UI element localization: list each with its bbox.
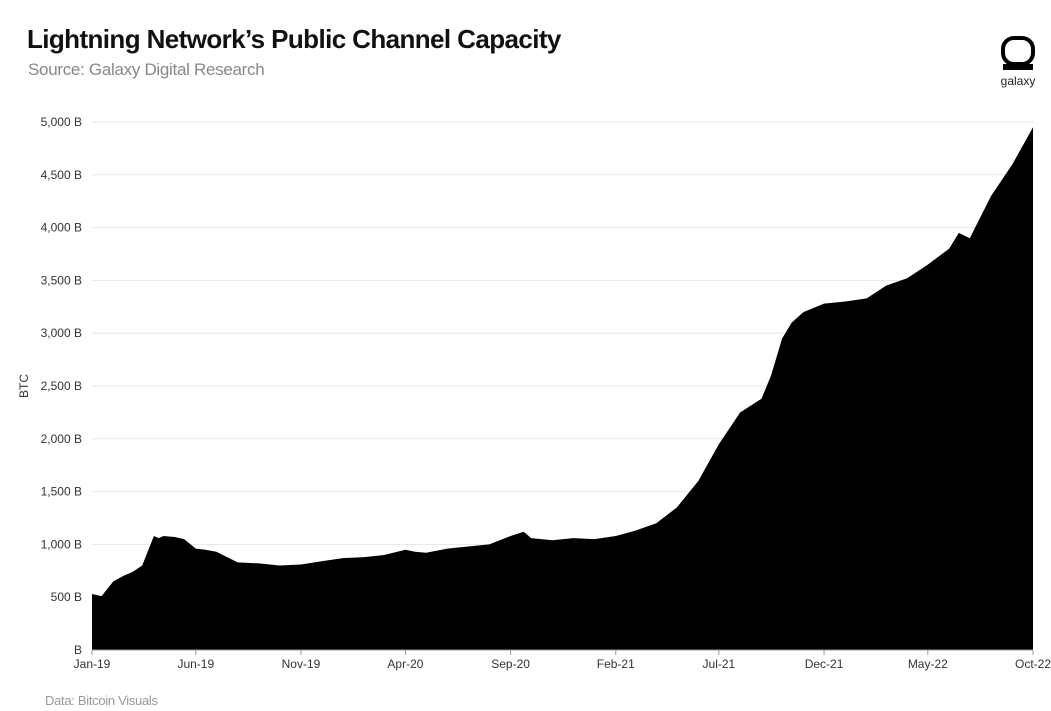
capacity-area — [92, 127, 1033, 651]
x-tick-label: Oct-22 — [1015, 657, 1051, 671]
galaxy-logo: galaxy — [990, 36, 1046, 88]
y-tick-label: 2,500 B — [41, 379, 82, 393]
x-tick-label: May-22 — [908, 657, 948, 671]
x-tick-label: Jul-21 — [703, 657, 736, 671]
y-tick-label: 3,000 B — [41, 326, 82, 340]
y-tick-label: 1,000 B — [41, 537, 82, 551]
chart-subtitle: Source: Galaxy Digital Research — [28, 60, 265, 79]
y-tick-label: 4,500 B — [41, 168, 82, 182]
galaxy-logo-icon — [1001, 36, 1035, 70]
y-tick-label: B — [74, 643, 82, 657]
x-tick-label: Apr-20 — [387, 657, 423, 671]
chart-title: Lightning Network’s Public Channel Capac… — [27, 24, 561, 54]
y-axis-title: BTC — [17, 374, 31, 398]
x-tick-label: Jun-19 — [177, 657, 214, 671]
chart-area: B 500 B 1,000 B 1,500 B 2,000 B 2,500 B 3,000 … — [17, 115, 1051, 671]
data-source-note: Data: Bitcoin Visuals — [45, 693, 158, 708]
x-tick-label: Sep-20 — [491, 657, 530, 671]
y-tick-label: 1,500 B — [41, 485, 82, 499]
x-tick-label: Feb-21 — [597, 657, 635, 671]
x-tick-label: Nov-19 — [282, 657, 321, 671]
logo-wordmark: galaxy — [1000, 74, 1036, 88]
y-tick-label: 4,000 B — [41, 221, 82, 235]
y-tick-label: 500 B — [51, 590, 82, 604]
x-tick-label: Jan-19 — [74, 657, 111, 671]
x-tick-label: Dec-21 — [805, 657, 844, 671]
y-tick-label: 5,000 B — [41, 115, 82, 129]
y-tick-label: 2,000 B — [41, 432, 82, 446]
y-tick-label: 3,500 B — [41, 273, 82, 287]
